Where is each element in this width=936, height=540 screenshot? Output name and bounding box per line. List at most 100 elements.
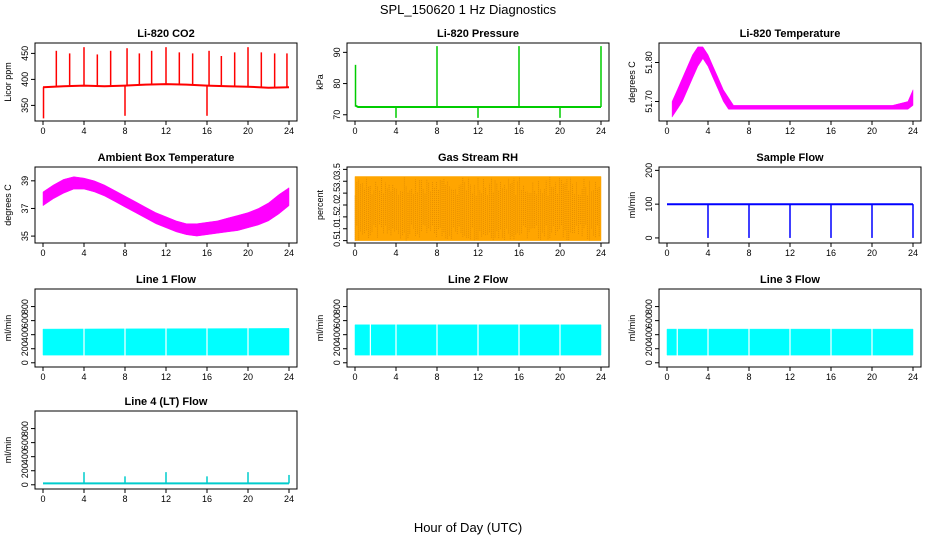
data-marks (667, 203, 914, 238)
x-tick-label: 20 (555, 126, 565, 136)
panel-title: Gas Stream RH (438, 152, 518, 164)
x-tick-label: 24 (284, 372, 294, 382)
panel-sample_flow: Sample Flow 0 4 8 12 16 20 24 0 100 200 ml/min (627, 152, 922, 258)
x-tick-label: 4 (705, 372, 710, 382)
x-tick-label: 20 (243, 372, 253, 382)
y-tick-label: 0.5 (332, 234, 342, 247)
y-tick-label: 400 (644, 327, 654, 342)
data-marks (354, 176, 602, 241)
x-tick-label: 24 (596, 248, 606, 258)
x-tick-label: 4 (393, 248, 398, 258)
y-tick-label: 90 (332, 47, 342, 57)
x-tick-label: 8 (746, 372, 751, 382)
x-tick-label: 12 (473, 126, 483, 136)
y-tick-label: 800 (20, 421, 30, 436)
x-tick-label: 4 (81, 248, 86, 258)
panel-title: Line 1 Flow (136, 274, 196, 286)
y-axis-label: ml/min (627, 315, 637, 342)
y-tick-label: 51.70 (644, 90, 654, 113)
data-marks (354, 323, 602, 357)
x-tick-label: 20 (243, 126, 253, 136)
x-tick-label: 16 (826, 248, 836, 258)
y-tick-label: 800 (20, 299, 30, 314)
y-tick-label: 2.5 (332, 187, 342, 200)
x-tick-label: 20 (867, 372, 877, 382)
x-tick-label: 8 (434, 126, 439, 136)
x-tick-label: 0 (40, 126, 45, 136)
x-tick-label: 4 (393, 372, 398, 382)
data-marks (666, 328, 914, 357)
series-line (42, 83, 290, 89)
y-tick-label: 400 (332, 327, 342, 342)
x-tick-label: 16 (514, 126, 524, 136)
x-tick-label: 0 (40, 248, 45, 258)
y-tick-label: 450 (20, 46, 30, 61)
x-tick-label: 4 (81, 494, 86, 504)
y-tick-label: 3.5 (332, 163, 342, 176)
panel-pressure: Li-820 Pressure 0 4 8 12 16 20 24 70 80 90 kPa (315, 28, 610, 136)
y-tick-label: 200 (332, 341, 342, 356)
data-marks (43, 472, 290, 485)
y-tick-label: 51.80 (644, 51, 654, 74)
x-tick-label: 20 (867, 126, 877, 136)
x-tick-label: 20 (555, 248, 565, 258)
x-tick-label: 20 (243, 494, 253, 504)
series-band (671, 46, 914, 118)
x-tick-label: 0 (664, 372, 669, 382)
panel-title: Line 3 Flow (760, 274, 820, 286)
panel-rh: Gas Stream RH0 4 8 12 16 20 240.51.01.52.02.53… (315, 152, 610, 258)
panel-title: Li-820 Pressure (437, 28, 519, 40)
y-tick-label: 80 (332, 79, 342, 89)
x-tick-label: 20 (867, 248, 877, 258)
y-axis-label: degrees C (3, 184, 13, 226)
y-tick-label: 600 (20, 313, 30, 328)
x-tick-label: 4 (705, 248, 710, 258)
panel-li820_temp: Li-820 Temperature 0 4 8 12 16 20 24 51.70 51.80 d… (627, 28, 922, 136)
x-tick-label: 8 (122, 248, 127, 258)
x-tick-label: 8 (746, 126, 751, 136)
series-line (354, 104, 601, 108)
x-tick-label: 12 (473, 248, 483, 258)
y-tick-label: 2.0 (332, 199, 342, 212)
y-axis-label: ml/min (3, 315, 13, 342)
x-tick-label: 12 (785, 248, 795, 258)
figure-title: SPL_150620 1 Hz Diagnostics (380, 2, 557, 17)
y-tick-label: 0 (20, 482, 30, 487)
y-tick-label: 200 (644, 163, 654, 178)
x-tick-label: 16 (202, 126, 212, 136)
y-tick-label: 100 (644, 197, 654, 212)
data-marks (42, 47, 290, 119)
x-tick-label: 16 (202, 248, 212, 258)
y-tick-label: 0 (644, 360, 654, 365)
x-tick-label: 24 (596, 126, 606, 136)
panel-title: Li-820 CO2 (137, 28, 194, 40)
x-tick-label: 0 (352, 372, 357, 382)
x-tick-label: 24 (908, 248, 918, 258)
x-tick-label: 12 (161, 372, 171, 382)
y-axis-label: ml/min (627, 192, 637, 219)
x-tick-label: 16 (826, 126, 836, 136)
y-tick-label: 1.0 (332, 222, 342, 235)
panel-box_temp: Ambient Box Temperature 0 4 8 12 16 20 24 35 37 39… (3, 152, 298, 258)
y-tick-label: 1.5 (332, 211, 342, 224)
x-tick-label: 24 (908, 372, 918, 382)
y-tick-label: 400 (20, 449, 30, 464)
x-tick-label: 0 (40, 372, 45, 382)
data-marks (671, 46, 914, 118)
x-tick-label: 0 (664, 126, 669, 136)
x-tick-label: 4 (81, 126, 86, 136)
x-tick-label: 20 (243, 248, 253, 258)
y-axis-label: kPa (315, 74, 325, 90)
panel-title: Li-820 Temperature (740, 28, 841, 40)
y-tick-label: 800 (332, 299, 342, 314)
y-tick-label: 37 (20, 203, 30, 213)
x-tick-label: 16 (826, 372, 836, 382)
x-tick-label: 8 (434, 248, 439, 258)
x-tick-label: 8 (122, 126, 127, 136)
y-tick-label: 400 (20, 327, 30, 342)
x-tick-label: 0 (40, 494, 45, 504)
x-tick-label: 4 (393, 126, 398, 136)
